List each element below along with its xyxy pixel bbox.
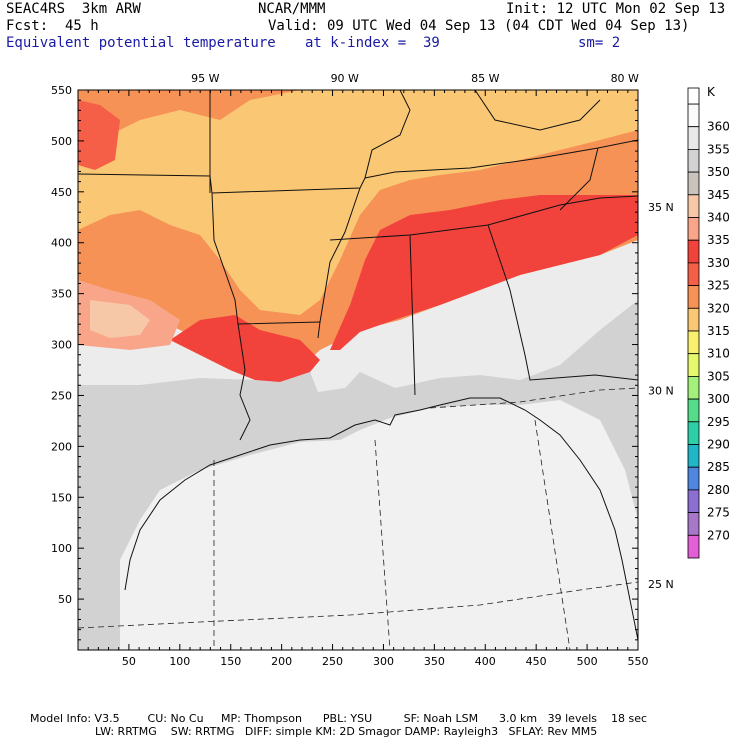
y-tick-label: 300 [51, 339, 72, 352]
colorbar-swatch [687, 239, 700, 264]
x-tick-label: 150 [220, 655, 241, 668]
colorbar-label: 335 [707, 233, 730, 247]
colorbar-swatch [687, 375, 700, 400]
colorbar-label: 280 [707, 483, 730, 497]
latitude-label: 25 N [648, 578, 674, 591]
colorbar-label: 295 [707, 415, 730, 429]
colorbar-swatch [687, 353, 700, 377]
model-title: SEAC4RS 3km ARW [6, 1, 141, 17]
y-tick-label: 250 [51, 389, 72, 402]
colorbar-swatch [687, 534, 700, 559]
gulf-coastline [124, 397, 639, 641]
colorbar-swatch [687, 330, 700, 355]
theta-e-330-north-blob [78, 100, 120, 170]
x-tick-label: 500 [577, 655, 598, 668]
latitude-label: 30 N [648, 384, 674, 397]
colorbar-label: 325 [707, 279, 730, 293]
colorbar-label: 270 [707, 528, 730, 542]
colorbar-swatch [687, 466, 700, 491]
colorbar-swatch [687, 444, 700, 468]
model-info-line2: LW: RRTMG SW: RRTMG DIFF: simple KM: 2D … [95, 725, 598, 738]
theta-e-330-gulf-band [170, 315, 320, 382]
y-tick-label: 100 [51, 542, 72, 555]
colorbar-swatch [687, 398, 700, 423]
colorbar-label: 345 [707, 188, 730, 202]
model-info-line1: Model Info: V3.5 CU: No Cu MP: Thompson … [30, 712, 648, 725]
x-tick-label: 300 [373, 655, 394, 668]
y-tick-label: 150 [51, 491, 72, 504]
colorbar-label: 340 [707, 211, 730, 225]
colorbar-label: 360 [707, 120, 730, 134]
theta-e-315-region [78, 90, 638, 315]
x-tick-label: 250 [322, 655, 343, 668]
x-tick-label: 450 [526, 655, 547, 668]
y-tick-label: 500 [51, 135, 72, 148]
init-time: Init: 12 UTC Mon 02 Sep 13 [506, 1, 726, 17]
colorbar-swatch [687, 194, 700, 218]
colorbar-swatch [687, 421, 700, 445]
y-tick-label: 550 [51, 84, 72, 97]
colorbar-swatch [687, 126, 700, 150]
colorbar-label: 290 [707, 438, 730, 452]
colorbar-swatch [687, 285, 700, 309]
theta-e-345-texas [90, 300, 150, 338]
longitude-label: 90 W [331, 72, 359, 85]
field-name: Equivalent potential temperature [6, 35, 276, 51]
colorbar-label: 355 [707, 142, 730, 156]
latlon-grid [78, 387, 638, 650]
colorbar-label: 310 [707, 347, 730, 361]
colorbar-label: 315 [707, 324, 730, 338]
colorbar-swatch [687, 307, 700, 332]
colorbar-label: 285 [707, 460, 730, 474]
x-tick-label: 50 [122, 655, 136, 668]
center-name: NCAR/MMM [258, 1, 326, 17]
y-tick-label: 400 [51, 237, 72, 250]
colorbar-swatch [687, 103, 700, 128]
forecast-hour: Fcst: 45 h [6, 18, 99, 34]
y-tick-label: 200 [51, 440, 72, 453]
colorbar-label: 350 [707, 165, 730, 179]
longitude-label: 95 W [191, 72, 219, 85]
gulf-inner-field [120, 400, 638, 650]
colorbar-label: 275 [707, 506, 730, 520]
axis-ticks [77, 89, 639, 651]
y-tick-label: 50 [58, 593, 72, 606]
x-tick-label: 400 [475, 655, 496, 668]
x-tick-label: 100 [169, 655, 190, 668]
theta-e-330-band [330, 195, 638, 350]
latitude-label: 35 N [648, 201, 674, 214]
longitude-label: 85 W [471, 72, 499, 85]
y-tick-label: 450 [51, 186, 72, 199]
colorbar-swatch [687, 262, 700, 286]
colorbar-swatch [687, 489, 700, 513]
y-tick-label: 350 [51, 288, 72, 301]
colorbar-label: 320 [707, 301, 730, 315]
x-tick-label: 200 [271, 655, 292, 668]
colorbar: 360 355 350 345 340 335 330 325 320 315 310 305 300 2… [687, 85, 730, 559]
smoothing-label: sm= 2 [578, 35, 621, 51]
x-tick-label: 550 [628, 655, 649, 668]
colorbar-swatch [687, 148, 700, 173]
axis-tick-labels: 50 100 150 200 250 300 350 400 450 500 550 50 100 150… [51, 72, 674, 668]
colorbar-unit: K [707, 85, 716, 99]
colorbar-swatch [687, 217, 700, 241]
longitude-label: 80 W [611, 72, 639, 85]
colorbar-swatch [687, 512, 700, 536]
map-frame [77, 89, 639, 651]
colorbar-label: 300 [707, 392, 730, 406]
colorbar-label: 330 [707, 256, 730, 270]
level-label: at k-index = 39 [305, 35, 440, 51]
colorbar-swatch [687, 171, 700, 196]
colorbar-label: 305 [707, 369, 730, 383]
colorbar-top-swatch [687, 87, 700, 105]
x-tick-label: 350 [424, 655, 445, 668]
valid-time: Valid: 09 UTC Wed 04 Sep 13 (04 CDT Wed … [268, 18, 690, 34]
state-borders [78, 90, 638, 441]
